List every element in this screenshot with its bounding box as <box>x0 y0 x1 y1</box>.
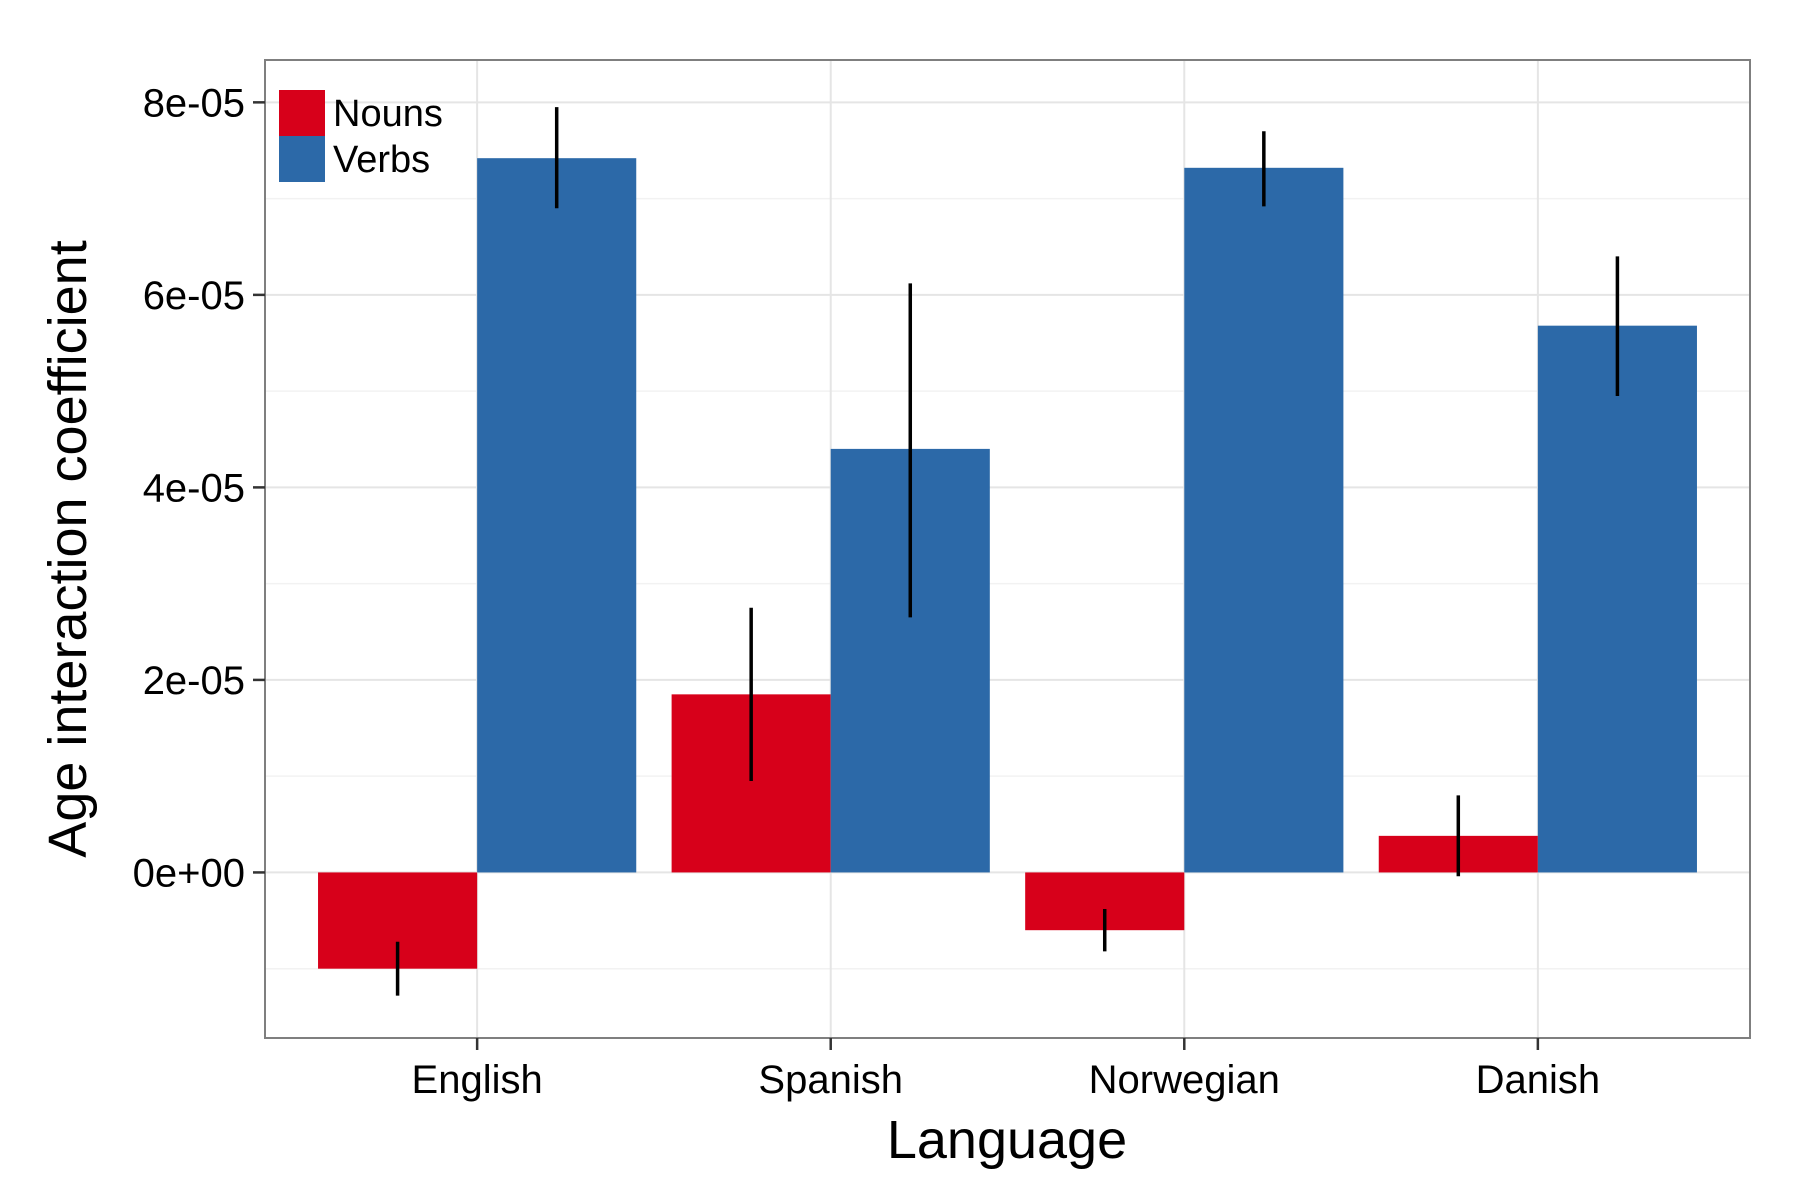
legend-key-verbs <box>279 136 325 182</box>
y-tick-label: 8e-05 <box>143 81 245 125</box>
error-bars <box>395 107 1620 996</box>
y-tick-label: 2e-05 <box>143 659 245 703</box>
bar-verbs-english <box>477 158 637 873</box>
legend-key-nouns <box>279 90 325 136</box>
legend-label-verbs: Verbs <box>333 139 430 181</box>
bars <box>318 158 1697 969</box>
legend-label-nouns: Nouns <box>333 93 443 135</box>
y-axis: 0e+00 2e-05 4e-05 6e-05 8e-05 <box>133 81 265 895</box>
x-axis-title: Language <box>887 1110 1127 1170</box>
y-tick-label: 6e-05 <box>143 274 245 318</box>
x-tick-label: English <box>412 1058 543 1102</box>
y-axis-title: Age interaction coefficient <box>38 240 98 857</box>
bar-verbs-danish <box>1537 325 1697 873</box>
y-tick-label: 0e+00 <box>133 851 245 895</box>
x-tick-label: Spanish <box>758 1058 903 1102</box>
plot-border <box>264 59 1751 1039</box>
x-tick-label: Norwegian <box>1089 1058 1280 1102</box>
x-tick-label: Danish <box>1476 1058 1601 1102</box>
y-tick-label: 4e-05 <box>143 466 245 510</box>
bar-verbs-norwegian <box>1184 167 1344 873</box>
x-axis: English Spanish Norwegian Danish <box>412 1038 1601 1102</box>
